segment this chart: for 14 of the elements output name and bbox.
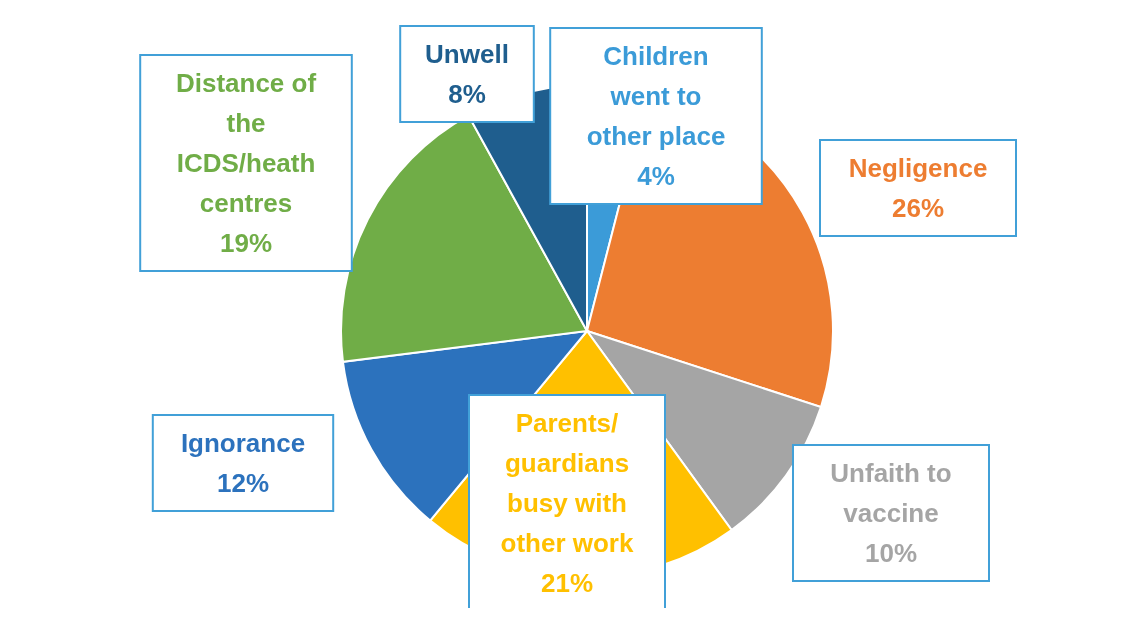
data-label: 4% — [637, 161, 675, 191]
slice-label: Negligence — [848, 153, 988, 183]
slice-label: Unwell — [425, 39, 509, 69]
data-label: 19% — [219, 228, 273, 258]
data-label: 26% — [891, 193, 945, 223]
data-label: 10% — [864, 538, 918, 568]
data-label: 12% — [216, 468, 270, 498]
slice-label: Unfaith to vaccine — [830, 458, 952, 528]
slice-label: Parents/ guardians busy with other work — [500, 408, 634, 558]
slice-label: Ignorance — [180, 428, 306, 458]
data-label: 21% — [540, 568, 594, 598]
slice-label: Distance of the ICDS/heath centres — [175, 68, 317, 218]
slice-label: Children went to other place — [586, 41, 726, 151]
data-label: 8% — [448, 79, 486, 109]
